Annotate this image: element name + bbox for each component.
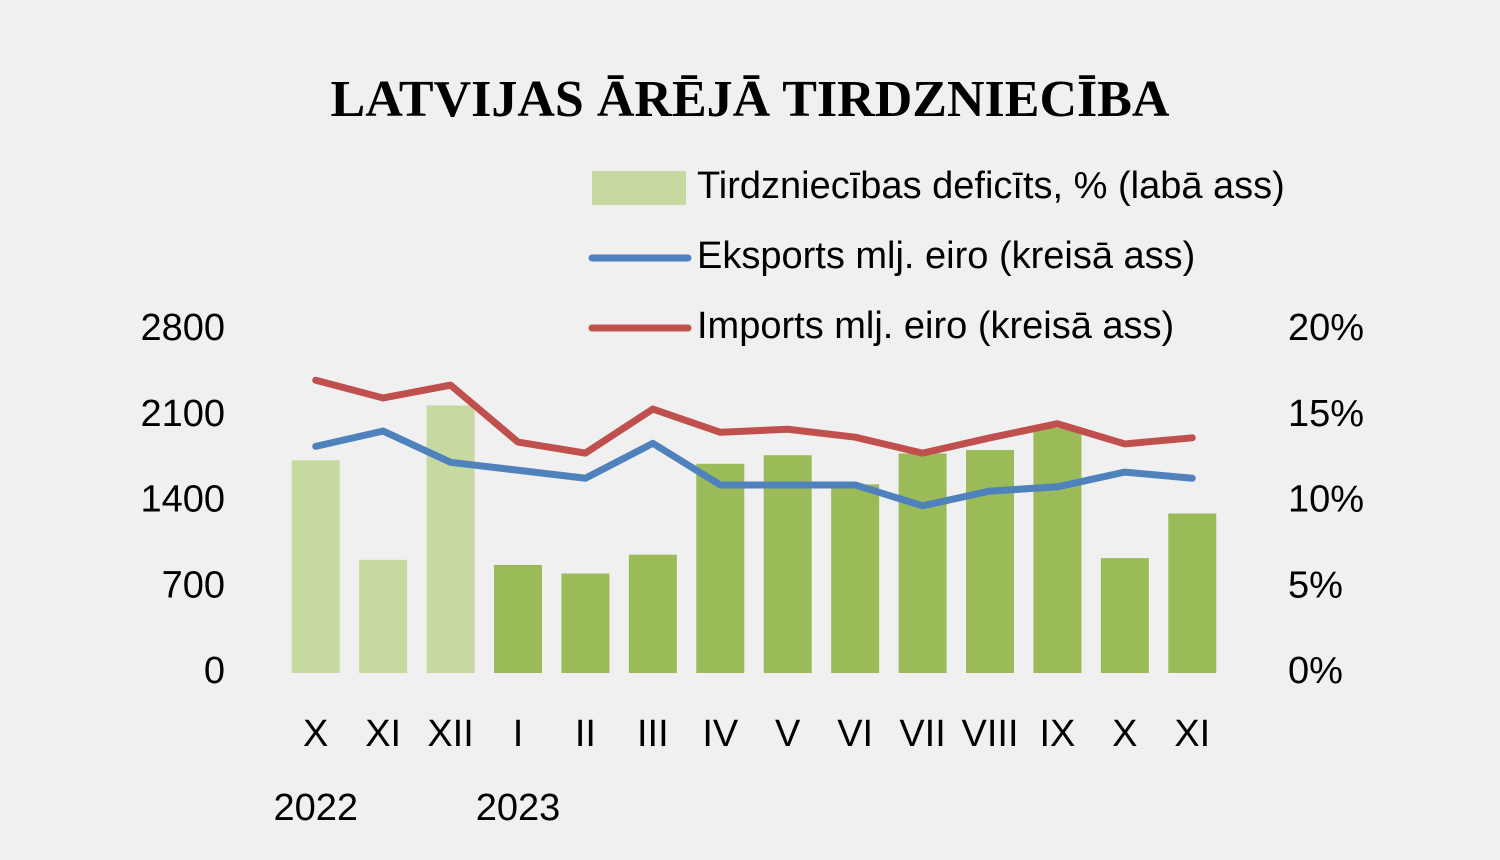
y-tick-label: 0 <box>204 650 225 692</box>
x-group-label: 2023 <box>476 787 561 829</box>
bar <box>494 564 542 673</box>
line <box>312 427 1196 510</box>
y2-tick-label: 20% <box>1288 307 1364 349</box>
bar <box>561 573 610 673</box>
y-tick-label: 1400 <box>140 479 225 521</box>
bar <box>763 455 812 673</box>
x-tick-label: XI <box>1174 713 1210 755</box>
legend-label: Eksports mlj. eiro (kreisā ass) <box>697 235 1195 277</box>
x-tick-label: IX <box>1039 713 1075 755</box>
bar <box>359 559 408 673</box>
y2-tick-label: 0% <box>1288 650 1343 692</box>
bar <box>898 453 947 673</box>
bar <box>966 450 1014 673</box>
x-tick-label: X <box>1112 713 1137 755</box>
bar <box>696 463 745 673</box>
line <box>312 376 1196 457</box>
x-tick-label: III <box>637 713 669 755</box>
x-tick-label: VI <box>837 713 873 755</box>
x-group-label: 2022 <box>273 787 358 829</box>
legend-swatch <box>592 171 686 205</box>
x-tick-label: VIII <box>961 713 1018 755</box>
bar <box>831 484 880 673</box>
bar <box>291 460 340 673</box>
x-tick-label: XII <box>427 713 473 755</box>
bar <box>1168 513 1217 673</box>
x-tick-label: IV <box>702 713 739 755</box>
bar <box>628 554 677 673</box>
y-tick-label: 2100 <box>140 393 225 435</box>
x-tick-label: V <box>775 713 801 755</box>
bar <box>1033 427 1082 673</box>
bar <box>426 405 475 673</box>
y-tick-label: 2800 <box>140 307 225 349</box>
x-tick-label: XI <box>365 713 401 755</box>
y2-tick-label: 10% <box>1288 479 1364 521</box>
x-tick-label: I <box>513 713 524 755</box>
y-tick-label: 700 <box>162 564 225 606</box>
x-tick-label: II <box>575 713 596 755</box>
y2-tick-label: 5% <box>1288 564 1343 606</box>
y2-tick-label: 15% <box>1288 393 1364 435</box>
legend-label: Imports mlj. eiro (kreisā ass) <box>697 305 1174 347</box>
x-tick-label: X <box>303 713 328 755</box>
bar <box>1100 558 1149 673</box>
chart-title: LATVIJAS ĀRĒJĀ TIRDZNIECĪBA <box>331 71 1170 128</box>
legend-label: Tirdzniecības deficīts, % (labā ass) <box>697 165 1285 207</box>
x-tick-label: VII <box>899 713 945 755</box>
